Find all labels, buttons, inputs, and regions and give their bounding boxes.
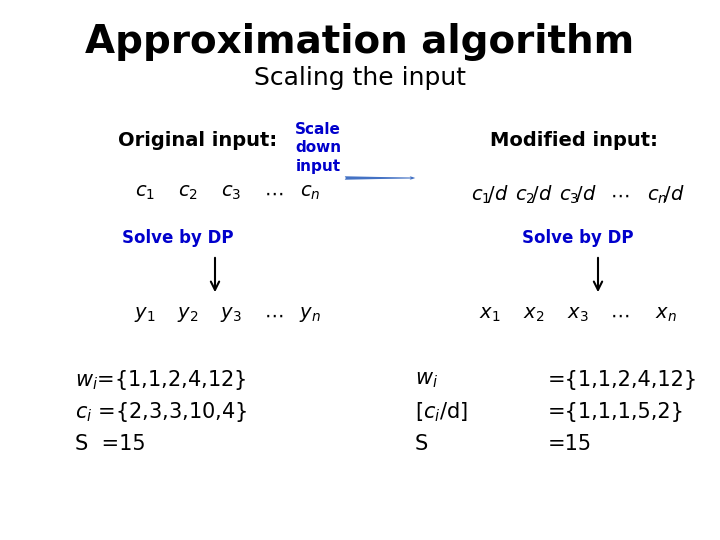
- Text: S: S: [415, 434, 428, 454]
- Text: $y_2$: $y_2$: [177, 306, 199, 325]
- Text: Scaling the input: Scaling the input: [254, 66, 466, 90]
- Text: Scale
down
input: Scale down input: [295, 122, 341, 174]
- Text: $c_1$: $c_1$: [135, 184, 155, 202]
- Text: Solve by DP: Solve by DP: [122, 229, 234, 247]
- Text: [$c_i$/d]: [$c_i$/d]: [415, 400, 468, 424]
- Text: $c_3\!/d$: $c_3\!/d$: [559, 184, 597, 206]
- Text: $\cdots$: $\cdots$: [264, 184, 284, 202]
- Text: Solve by DP: Solve by DP: [522, 229, 634, 247]
- Text: ={1,1,1,5,2}: ={1,1,1,5,2}: [548, 402, 685, 422]
- Text: =15: =15: [548, 434, 592, 454]
- Text: Approximation algorithm: Approximation algorithm: [86, 23, 634, 61]
- Text: $y_3$: $y_3$: [220, 306, 242, 325]
- Text: $\cdots$: $\cdots$: [611, 306, 629, 325]
- Text: Original input:: Original input:: [118, 131, 277, 150]
- Text: $c_3$: $c_3$: [221, 184, 241, 202]
- Text: $\cdots$: $\cdots$: [264, 306, 284, 325]
- Text: Modified input:: Modified input:: [490, 131, 658, 150]
- Text: $c_2\!/d$: $c_2\!/d$: [515, 184, 553, 206]
- Text: $y_1$: $y_1$: [135, 306, 156, 325]
- Text: ={1,1,2,4,12}: ={1,1,2,4,12}: [548, 370, 698, 390]
- Text: $x_1$: $x_1$: [480, 306, 500, 325]
- Text: $c_n$: $c_n$: [300, 184, 320, 202]
- Text: $c_2$: $c_2$: [178, 184, 198, 202]
- Text: $c_n\!/d$: $c_n\!/d$: [647, 184, 685, 206]
- Text: S  =15: S =15: [75, 434, 145, 454]
- Text: $x_2$: $x_2$: [523, 306, 544, 325]
- Text: $y_n$: $y_n$: [299, 306, 321, 325]
- Text: $c_i$ ={2,3,3,10,4}: $c_i$ ={2,3,3,10,4}: [75, 400, 248, 424]
- Text: $x_3$: $x_3$: [567, 306, 589, 325]
- Text: $w_i$={1,1,2,4,12}: $w_i$={1,1,2,4,12}: [75, 368, 246, 392]
- Text: $w_i$: $w_i$: [415, 370, 438, 390]
- Text: $\cdots$: $\cdots$: [611, 186, 629, 205]
- Text: $x_n$: $x_n$: [655, 306, 677, 325]
- Text: $c_1\!/d$: $c_1\!/d$: [471, 184, 509, 206]
